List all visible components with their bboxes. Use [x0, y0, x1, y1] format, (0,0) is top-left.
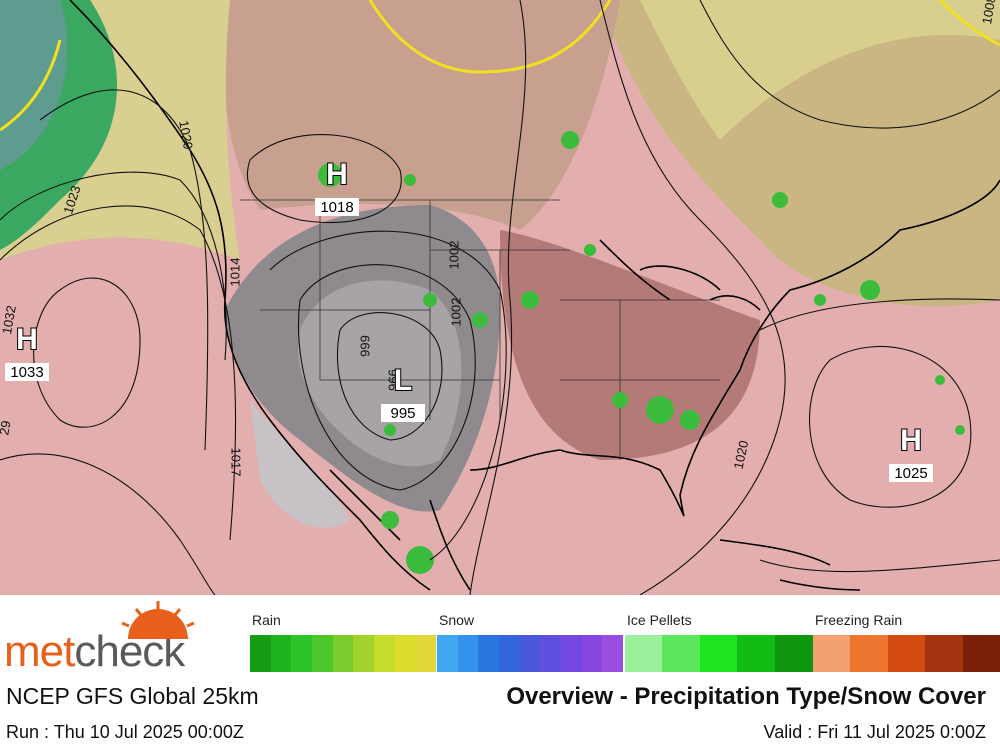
isobar-label: 1008 — [979, 0, 999, 25]
isobar-label: 1002 — [448, 298, 463, 327]
legend-swatch — [737, 635, 776, 672]
legend-label: Rain — [252, 612, 281, 628]
legend-swatch — [540, 635, 562, 672]
pressure-value-box — [5, 363, 49, 381]
legend-label: Freezing Rain — [815, 612, 903, 628]
precip-cells — [318, 131, 965, 574]
chart-title: Overview - Precipitation Type/Snow Cover — [506, 683, 986, 710]
weather-map: 1020102310322910171014100210029999961020… — [0, 0, 1000, 595]
legend-label: Ice Pellets — [627, 612, 692, 628]
legend-swatch — [312, 635, 333, 672]
valid-time: Valid : Fri 11 Jul 2025 0:00Z — [763, 722, 986, 742]
lake-shore — [599, 239, 761, 311]
isobar-label: 996 — [386, 369, 401, 391]
brand-start: met — [4, 627, 75, 676]
legend-swatch — [602, 635, 624, 672]
coastline — [69, 0, 431, 591]
coastline — [719, 539, 861, 591]
legend-swatch — [925, 635, 964, 672]
legend-swatch — [374, 635, 395, 672]
isobar-label: 1017 — [229, 448, 244, 477]
legend-swatch — [625, 635, 663, 672]
model-name: NCEP GFS Global 25km — [6, 683, 259, 709]
legend-label: Snow — [439, 612, 475, 628]
legend-swatch — [813, 635, 851, 672]
isobar-label: 999 — [357, 335, 372, 357]
legend-swatch — [699, 635, 738, 672]
pressure-symbol: L — [394, 364, 412, 397]
legend-swatch — [332, 635, 354, 672]
legend-swatch — [581, 635, 603, 672]
pressure-symbol: H — [326, 158, 348, 191]
pressure-value: 1018 — [320, 199, 353, 216]
isobar-label: 1002 — [446, 241, 461, 270]
sun-icon — [121, 601, 195, 639]
freezing-line — [0, 39, 62, 132]
isobar-label: 1020 — [176, 119, 196, 150]
pressure-symbol: H — [16, 323, 38, 356]
legend-swatch — [499, 635, 520, 672]
footer: metcheck Rain Snow Ice Pellets Freezing Rai… — [0, 595, 1000, 749]
run-time: Run : Thu 10 Jul 2025 00:00Z — [6, 722, 244, 742]
legend-swatch — [662, 635, 701, 672]
isobar-label: 29 — [0, 419, 14, 436]
legend-swatch — [850, 635, 889, 672]
legend-swatch — [519, 635, 541, 672]
isobar-label: 1020 — [731, 439, 752, 470]
legend-swatch — [415, 635, 437, 672]
legend-swatch — [270, 635, 292, 672]
legend-swatch — [962, 635, 1000, 672]
pressure-value-box — [381, 404, 425, 422]
pressure-value: 995 — [390, 405, 415, 422]
legend-swatch — [437, 635, 458, 672]
freezing-line — [368, 0, 612, 74]
freezing-line — [938, 0, 1000, 47]
isobar-label: 1032 — [0, 304, 19, 335]
legend-swatch — [478, 635, 500, 672]
pressure-value-box — [315, 198, 359, 216]
legend-swatch — [353, 635, 375, 672]
isobar-label: 1014 — [227, 258, 242, 287]
state-borders — [240, 199, 720, 460]
legend-swatch — [250, 635, 271, 672]
legend-swatch — [774, 635, 813, 672]
legend-swatch — [394, 635, 416, 672]
pressure-value: 1025 — [894, 465, 927, 482]
legend-swatch — [887, 635, 926, 672]
precip-band — [0, 0, 68, 170]
pressure-value-box — [889, 464, 933, 482]
legend-swatch — [291, 635, 313, 672]
pressure-symbol: H — [900, 424, 922, 457]
legend-swatch — [561, 635, 582, 672]
coastline — [329, 179, 1000, 591]
pressure-value: 1033 — [10, 364, 43, 381]
land-shade — [640, 0, 1000, 140]
land-shade — [500, 230, 760, 460]
legend-swatch — [457, 635, 479, 672]
snow-cover — [250, 400, 350, 528]
